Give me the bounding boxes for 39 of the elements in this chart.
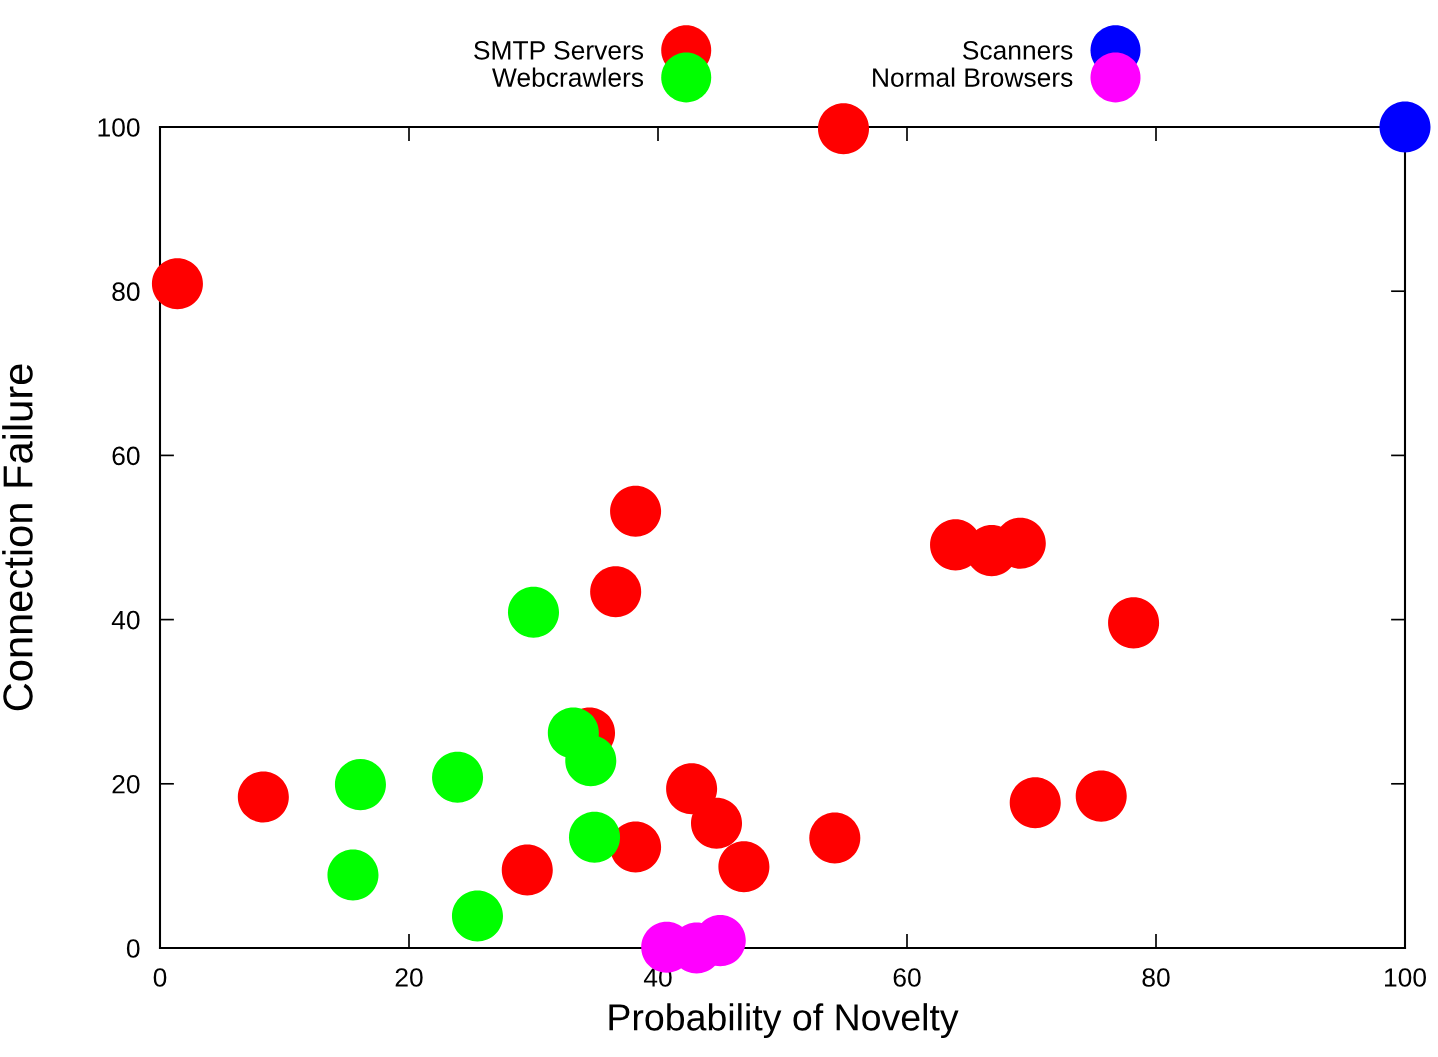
point [501, 844, 553, 896]
legend-label: Normal Browsers [873, 67, 1073, 87]
x-tick-label: 0 [153, 968, 167, 987]
point [1009, 777, 1061, 829]
point [610, 485, 662, 537]
y-tick-label: 80 [112, 282, 140, 302]
point [1075, 770, 1127, 822]
y-tick-label: 100 [98, 118, 140, 137]
point [817, 103, 870, 155]
y-axis-title: Connection Failure [2, 364, 33, 711]
point [568, 811, 621, 863]
point [1379, 101, 1431, 153]
point [151, 258, 203, 310]
point [237, 771, 289, 823]
x-tick-label: 80 [1142, 968, 1170, 987]
point [451, 890, 503, 942]
y-tick-label: 60 [112, 446, 140, 466]
legend-label: SMTP Servers [474, 40, 644, 60]
y-tick-label: 0 [126, 939, 140, 958]
point [565, 735, 617, 787]
point [610, 821, 662, 873]
point [334, 759, 386, 811]
x-axis-title: Probability of Novelty [609, 1003, 959, 1039]
point [507, 586, 560, 638]
point [432, 751, 484, 803]
point [718, 841, 770, 893]
x-tick-label: 20 [395, 968, 423, 987]
point [809, 812, 861, 864]
x-tick-label: 60 [893, 968, 921, 987]
y-tick-label: 20 [112, 774, 140, 794]
point [666, 763, 718, 815]
legend-label: Webcrawlers [492, 67, 644, 87]
point [590, 566, 642, 618]
point [327, 849, 379, 901]
point [1108, 597, 1160, 649]
y-tick-label: 40 [111, 610, 140, 630]
legend-label: Scanners [963, 40, 1073, 60]
x-tick-label: 100 [1385, 968, 1426, 987]
point [691, 797, 743, 849]
